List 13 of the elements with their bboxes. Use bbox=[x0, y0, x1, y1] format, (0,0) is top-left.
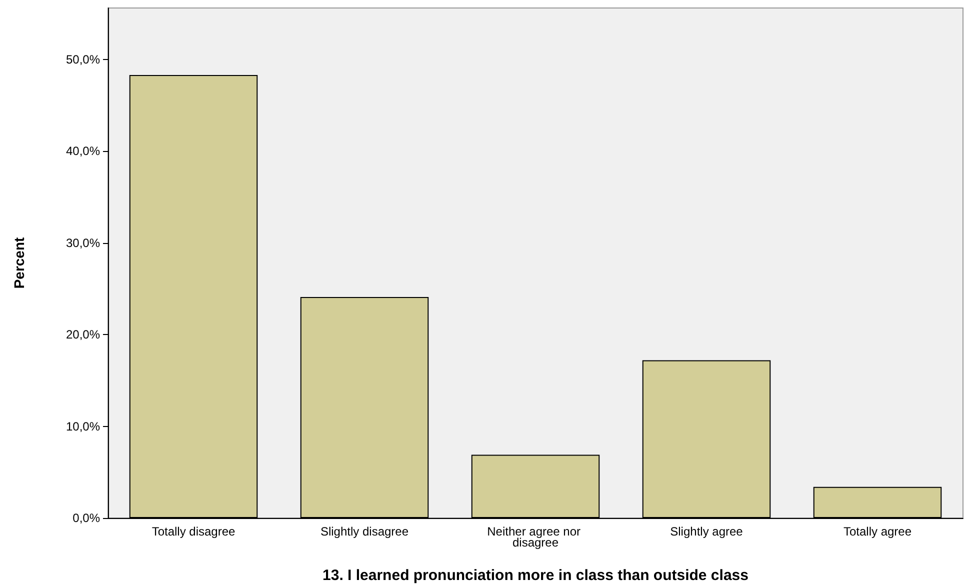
y-tick-label: 20,0% bbox=[66, 328, 100, 342]
x-tick-label: Neither agree nor disagree bbox=[487, 524, 584, 550]
y-tick-label: 30,0% bbox=[66, 236, 100, 250]
x-tick-label: Totally disagree bbox=[152, 524, 236, 538]
y-tick-label: 0,0% bbox=[72, 511, 100, 525]
y-axis-title: Percent bbox=[11, 236, 27, 289]
y-tick-label: 50,0% bbox=[66, 52, 100, 66]
y-tick-label: 40,0% bbox=[66, 144, 100, 158]
x-tick-label: Slightly disagree bbox=[320, 524, 409, 538]
x-axis-title: 13. I learned pronunciation more in class than outside class bbox=[322, 567, 748, 584]
y-tick-label: 10,0% bbox=[66, 419, 100, 434]
x-tick-label: Totally agree bbox=[843, 524, 912, 538]
x-tick-label: Slightly agree bbox=[670, 524, 744, 538]
